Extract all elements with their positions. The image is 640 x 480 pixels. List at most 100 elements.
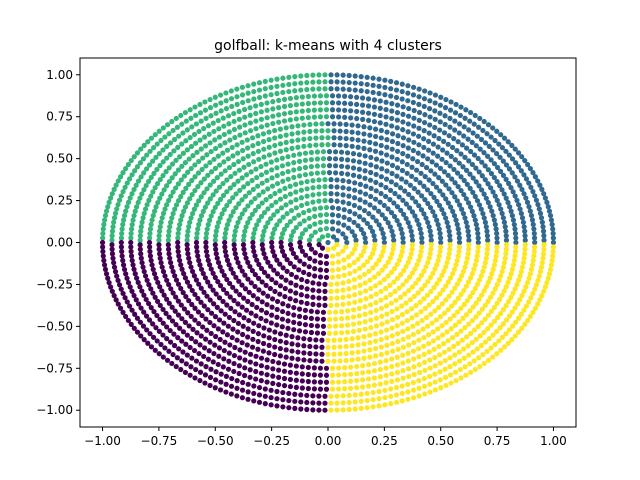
scatter-point bbox=[437, 102, 443, 108]
scatter-point bbox=[328, 72, 334, 78]
scatter-point bbox=[515, 164, 522, 170]
scatter-point bbox=[424, 292, 431, 298]
scatter-point bbox=[325, 239, 331, 246]
scatter-point bbox=[447, 242, 453, 248]
scatter-point bbox=[550, 230, 556, 237]
scatter-point bbox=[179, 163, 185, 169]
scatter-point bbox=[490, 213, 496, 219]
scatter-point bbox=[379, 166, 385, 172]
scatter-point bbox=[481, 288, 487, 294]
scatter-point bbox=[506, 313, 513, 319]
scatter-point bbox=[100, 253, 106, 259]
scatter-point bbox=[329, 114, 336, 120]
scatter-point bbox=[233, 274, 239, 280]
scatter-point bbox=[223, 98, 229, 104]
scatter-point bbox=[363, 183, 369, 189]
scatter-point bbox=[367, 139, 373, 145]
scatter-point bbox=[137, 195, 143, 201]
scatter-point bbox=[270, 248, 276, 255]
scatter-point bbox=[341, 207, 347, 213]
scatter-point bbox=[170, 189, 176, 195]
scatter-point bbox=[101, 217, 108, 223]
scatter-point bbox=[354, 370, 360, 377]
scatter-point bbox=[162, 273, 168, 279]
scatter-point bbox=[394, 354, 400, 360]
scatter-point bbox=[362, 280, 368, 286]
scatter-point bbox=[443, 182, 449, 188]
scatter-point bbox=[393, 399, 400, 405]
scatter-point bbox=[240, 379, 246, 386]
scatter-point bbox=[334, 288, 340, 294]
scatter-point bbox=[305, 114, 311, 121]
scatter-point bbox=[256, 399, 263, 405]
scatter-point bbox=[202, 372, 209, 378]
scatter-point bbox=[350, 158, 357, 164]
scatter-point bbox=[455, 253, 461, 259]
scatter-point bbox=[293, 274, 299, 280]
scatter-point bbox=[458, 151, 464, 157]
scatter-point bbox=[464, 224, 470, 230]
scatter-point bbox=[352, 406, 358, 412]
scatter-point bbox=[453, 262, 459, 268]
scatter-point bbox=[150, 145, 157, 151]
scatter-point bbox=[178, 302, 184, 308]
scatter-point bbox=[196, 221, 202, 228]
scatter-point bbox=[469, 271, 475, 277]
scatter-point bbox=[480, 351, 486, 358]
scatter-point bbox=[267, 263, 274, 269]
scatter-point bbox=[182, 369, 189, 376]
scatter-point bbox=[154, 141, 160, 147]
scatter-point bbox=[235, 301, 241, 307]
scatter-point bbox=[449, 190, 455, 196]
scatter-point bbox=[323, 107, 330, 113]
scatter-point bbox=[192, 187, 198, 194]
scatter-point bbox=[337, 344, 343, 350]
scatter-point bbox=[189, 301, 195, 308]
scatter-point bbox=[301, 136, 307, 142]
scatter-point bbox=[362, 326, 368, 332]
scatter-point bbox=[176, 346, 182, 352]
scatter-point bbox=[217, 264, 223, 270]
scatter-point bbox=[216, 184, 223, 190]
scatter-point bbox=[500, 172, 507, 178]
scatter-point bbox=[120, 188, 126, 195]
scatter-point bbox=[317, 267, 324, 273]
scatter-point bbox=[475, 155, 481, 162]
scatter-point bbox=[485, 312, 491, 318]
scatter-point bbox=[200, 208, 206, 215]
scatter-point bbox=[405, 396, 411, 402]
scatter-point bbox=[176, 253, 182, 259]
scatter-point bbox=[247, 215, 253, 222]
scatter-point bbox=[201, 353, 207, 360]
scatter-point bbox=[288, 271, 295, 278]
scatter-point bbox=[406, 191, 412, 198]
scatter-point bbox=[281, 375, 288, 382]
scatter-point bbox=[355, 223, 361, 229]
scatter-point bbox=[159, 191, 165, 197]
scatter-point bbox=[513, 244, 519, 250]
scatter-point bbox=[135, 178, 142, 184]
scatter-point bbox=[422, 305, 428, 312]
scatter-point bbox=[223, 90, 229, 96]
scatter-point bbox=[509, 156, 516, 162]
scatter-point bbox=[208, 310, 215, 316]
scatter-point bbox=[422, 88, 428, 94]
scatter-point bbox=[249, 135, 256, 141]
scatter-point bbox=[537, 297, 543, 303]
scatter-point bbox=[133, 182, 139, 188]
scatter-point bbox=[307, 343, 313, 350]
scatter-point bbox=[419, 235, 425, 241]
scatter-point bbox=[316, 302, 322, 308]
scatter-point bbox=[348, 108, 354, 114]
scatter-point bbox=[180, 290, 186, 296]
scatter-point bbox=[299, 115, 305, 121]
scatter-point bbox=[494, 248, 500, 255]
scatter-point bbox=[410, 323, 416, 329]
scatter-point bbox=[445, 200, 451, 206]
scatter-point bbox=[126, 303, 133, 309]
y-tick-label: 1.00 bbox=[46, 68, 73, 82]
scatter-point bbox=[508, 271, 514, 277]
scatter-point bbox=[302, 252, 309, 258]
scatter-point bbox=[169, 360, 175, 367]
scatter-point bbox=[307, 350, 313, 357]
